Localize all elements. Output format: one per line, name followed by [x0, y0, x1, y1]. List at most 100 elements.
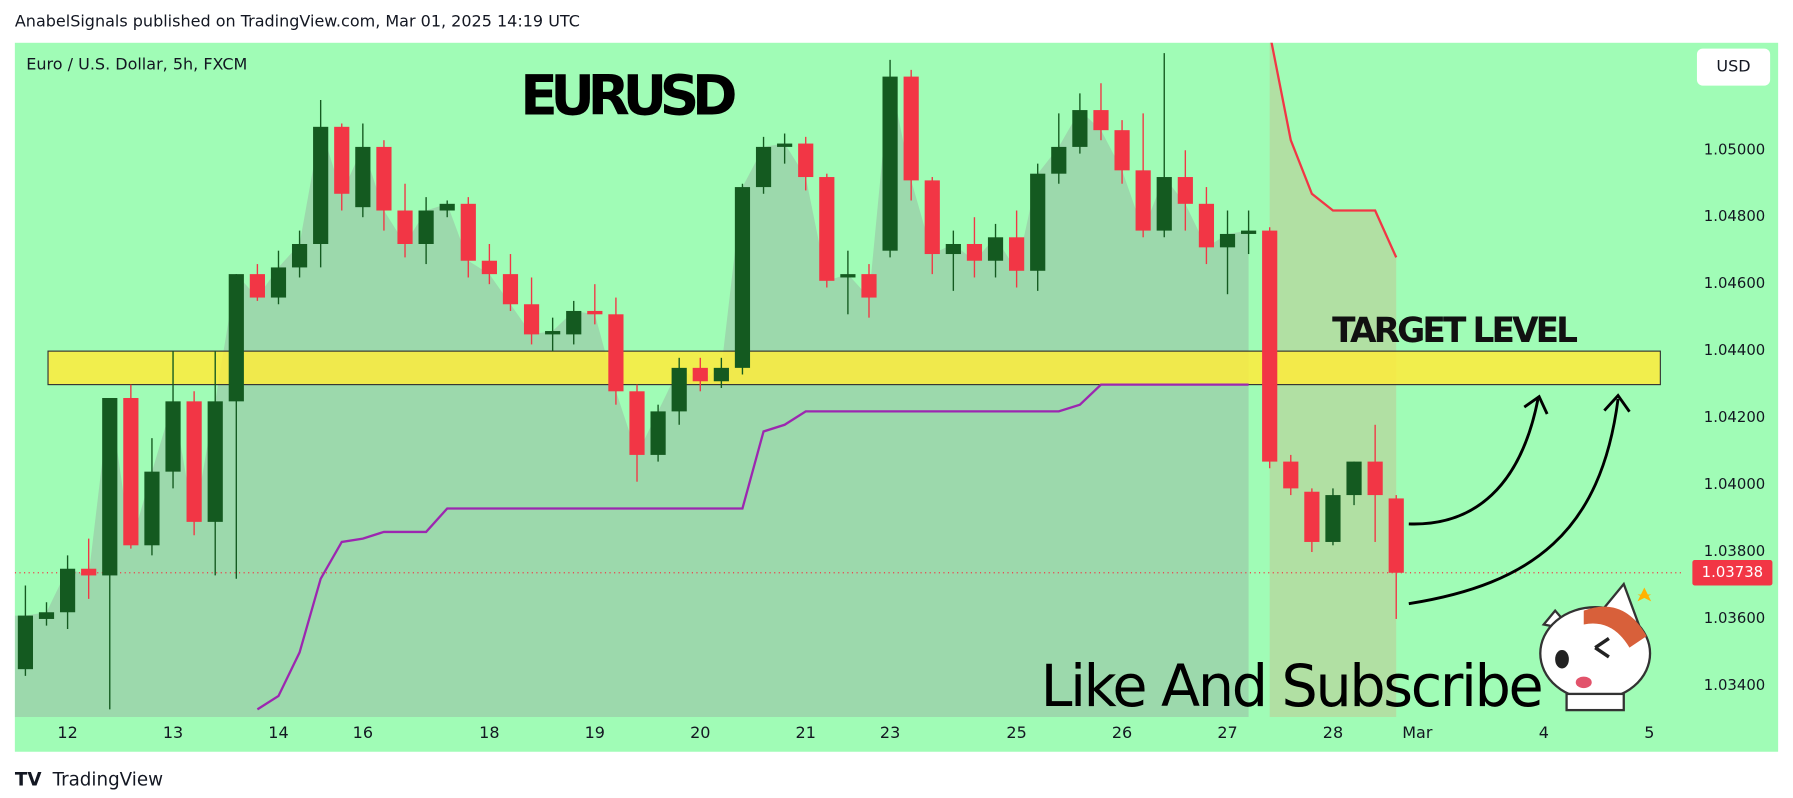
y-tick-label: 1.04200	[1704, 408, 1765, 426]
candle-body	[903, 76, 919, 181]
candle-body	[671, 367, 687, 412]
candle-body	[460, 203, 476, 261]
candle-body	[1219, 233, 1236, 248]
candle-body	[1262, 230, 1278, 462]
candle-body	[59, 568, 76, 613]
x-tick-label: 25	[1006, 723, 1026, 742]
candle-body	[755, 146, 772, 188]
candle-body	[165, 401, 181, 472]
x-tick-label: 26	[1112, 723, 1132, 742]
currency-label: USD	[1716, 57, 1750, 76]
candle-body	[987, 237, 1004, 261]
candle-body	[692, 367, 708, 382]
candle-body	[1156, 177, 1172, 231]
candle-body	[777, 143, 793, 147]
x-tick-label: 28	[1323, 723, 1343, 742]
last-price-label: 1.03738	[1702, 563, 1763, 581]
target-zone	[47, 350, 1661, 386]
candle-body	[1177, 177, 1193, 204]
candle-body	[249, 274, 265, 298]
candle-body	[1114, 130, 1130, 171]
candle-body	[38, 612, 55, 619]
candle-body	[207, 401, 223, 522]
candle-body	[798, 143, 814, 178]
candle-body	[608, 314, 624, 392]
y-tick-label: 1.04400	[1704, 341, 1765, 359]
candle-body	[882, 76, 898, 251]
candle-body	[629, 391, 645, 455]
candle-body	[734, 187, 751, 368]
arrow	[1408, 398, 1540, 526]
x-tick-label: 27	[1217, 723, 1237, 742]
annotation: Like And Subscribe	[1041, 653, 1544, 720]
cat-sticker	[1539, 581, 1652, 712]
plot-area	[14, 42, 1681, 718]
brand-name: TradingView	[52, 770, 163, 791]
zone-label: TARGET LEVEL	[1332, 311, 1578, 351]
candle-body	[587, 310, 603, 315]
x-tick-label: 19	[585, 723, 605, 742]
candle-body	[418, 210, 434, 244]
candle-body	[523, 304, 540, 335]
y-tick-label: 1.04800	[1704, 207, 1765, 225]
candle-body	[1135, 170, 1151, 231]
candle-body	[81, 568, 97, 576]
candle-body	[291, 243, 308, 268]
candle-body	[1367, 461, 1383, 496]
candle-body	[481, 260, 497, 275]
candle-body	[713, 367, 729, 382]
symbol-label: Euro / U.S. Dollar, 5h, FXCM	[26, 54, 247, 73]
candle-body	[1009, 237, 1025, 271]
y-tick-label: 1.03800	[1704, 542, 1765, 560]
candle-body	[945, 243, 961, 255]
candle-body	[1030, 173, 1046, 271]
x-tick-label: Mar	[1402, 723, 1433, 742]
candle-body	[1051, 146, 1067, 174]
currency-button[interactable]	[1696, 48, 1771, 86]
y-tick-label: 1.03600	[1704, 609, 1765, 627]
candle-body	[355, 146, 371, 208]
candle-body	[840, 274, 856, 278]
arrow	[1408, 398, 1620, 606]
header: AnabelSignals published on TradingView.c…	[15, 11, 580, 30]
candle-body	[1388, 498, 1404, 573]
candle-body	[17, 615, 34, 670]
candle-body	[397, 210, 413, 244]
candle-body	[1072, 110, 1088, 147]
candle-body	[186, 401, 202, 522]
candle-body	[566, 310, 582, 335]
brand-logo: TV	[15, 770, 42, 791]
chart-title: EURUSD	[520, 64, 737, 128]
candle-body	[1304, 491, 1320, 542]
x-tick-label: 23	[880, 723, 900, 742]
x-tick-label: 21	[796, 723, 816, 742]
x-tick-label: 5	[1644, 723, 1654, 742]
arrowhead	[1603, 393, 1631, 413]
candle-body	[376, 146, 392, 211]
y-tick-label: 1.04600	[1704, 274, 1765, 292]
candle-body	[123, 397, 139, 546]
candle-body	[1346, 461, 1362, 496]
x-tick-label: 4	[1539, 723, 1549, 742]
x-tick-label: 12	[57, 723, 77, 742]
candle-body	[1093, 110, 1109, 131]
candle-body	[334, 126, 350, 194]
candle-body	[102, 397, 118, 576]
candle-body	[313, 126, 329, 244]
candle-body	[144, 471, 160, 546]
candle-body	[545, 331, 561, 335]
indicator-line	[256, 383, 1249, 711]
y-tick-label: 1.05000	[1704, 140, 1765, 158]
arrowhead	[1523, 394, 1549, 415]
y-tick-label: 1.03400	[1704, 676, 1765, 694]
y-tick-label: 1.04000	[1704, 475, 1765, 493]
x-tick-label: 14	[268, 723, 288, 742]
candle-body	[270, 267, 287, 298]
candle-body	[502, 274, 519, 305]
candle-body	[924, 180, 940, 255]
candle-body	[439, 203, 455, 211]
candle-body	[650, 411, 666, 455]
candle-body	[228, 274, 244, 402]
candle-body	[966, 243, 983, 261]
candle-body	[1325, 495, 1341, 542]
